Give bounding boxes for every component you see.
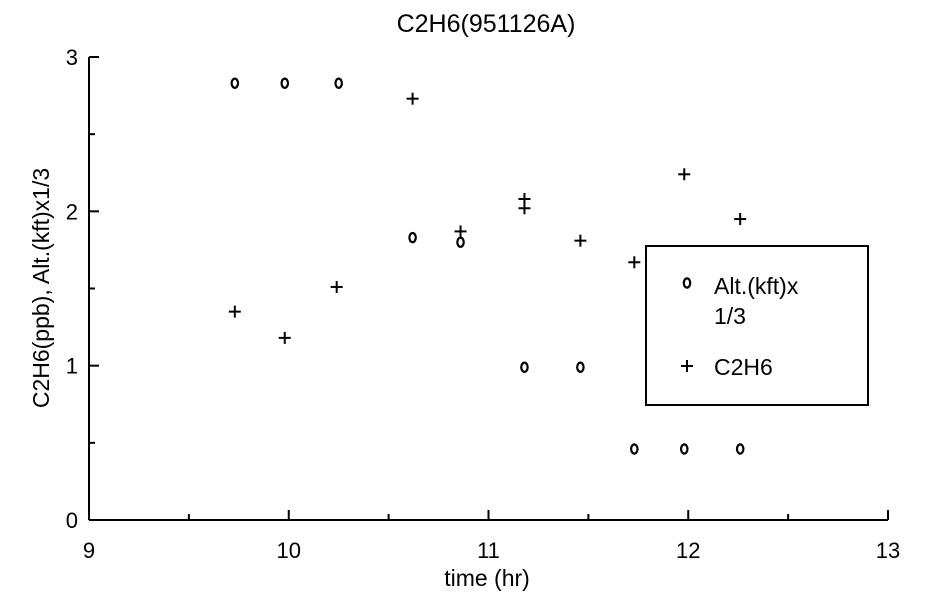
legend-label-alt-line2: 1/3: [714, 303, 746, 329]
altitude-point: [408, 231, 417, 244]
legend-symbol-alt: [682, 277, 692, 289]
x-tick-label: 9: [83, 538, 95, 563]
altitude-point: [735, 443, 745, 455]
c2h6-point: [518, 202, 531, 215]
legend-label-c2h6: C2H6: [714, 354, 773, 380]
altitude-point: [679, 443, 689, 455]
c2h6-point: [406, 92, 419, 105]
c2h6-point: [278, 331, 291, 344]
y-axis-ticks: 0 1 2 3: [66, 45, 99, 533]
c2h6-point: [228, 305, 241, 318]
x-axis-label: time (hr): [444, 565, 530, 591]
legend-marker-o: [682, 277, 692, 289]
legend-label-alt-line1: Alt.(kft)x: [714, 273, 799, 299]
legend-symbol-c2h6: [681, 360, 693, 372]
y-axis-label: C2H6(ppb), Alt.(kft)x1/3: [28, 168, 54, 408]
altitude-point: [630, 443, 639, 455]
altitude-point: [520, 361, 529, 373]
y-tick-label: 2: [66, 199, 78, 224]
altitude-point: [280, 77, 290, 89]
x-axis-ticks: 9 10 11 12 13: [83, 510, 900, 563]
altitude-point: [334, 77, 343, 89]
altitude-point: [576, 361, 585, 373]
legend: Alt.(kft)x 1/3 C2H6: [645, 245, 869, 406]
c2h6-point: [734, 213, 747, 226]
c2h6-point: [628, 256, 641, 269]
legend-box: [645, 245, 869, 406]
altitude-point: [456, 236, 465, 248]
c2h6-point: [330, 280, 343, 293]
c2h6-point: [454, 225, 467, 238]
x-tick-label: 11: [477, 538, 500, 563]
x-tick-label: 10: [277, 538, 301, 563]
c2h6-point: [574, 234, 587, 247]
y-tick-label: 3: [66, 45, 78, 70]
x-tick-label: 13: [876, 538, 900, 563]
y-tick-label: 1: [66, 354, 78, 379]
x-tick-label: 12: [676, 538, 700, 563]
plot-marks: [228, 77, 747, 455]
chart-title: C2H6(951126A): [397, 10, 576, 38]
altitude-point: [230, 77, 240, 89]
y-tick-label: 0: [66, 508, 78, 533]
legend-marker-plus: [681, 360, 693, 372]
c2h6-point: [678, 168, 691, 181]
